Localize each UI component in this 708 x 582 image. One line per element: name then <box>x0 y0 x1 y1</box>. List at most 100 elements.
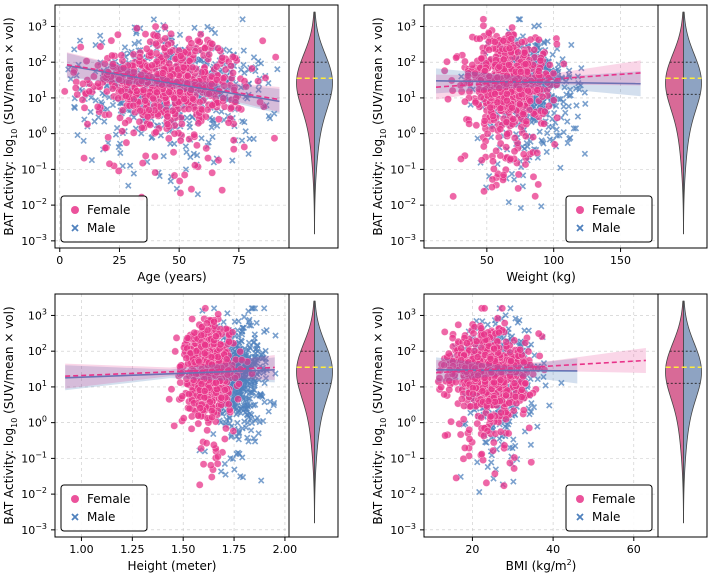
female-point <box>443 57 451 66</box>
female-point <box>445 349 453 358</box>
male-point <box>511 176 518 183</box>
female-point <box>531 192 540 201</box>
violin-female-half <box>665 11 684 235</box>
female-point <box>117 87 126 95</box>
male-point <box>242 396 250 403</box>
female-point <box>183 72 192 80</box>
female-point <box>170 171 179 180</box>
female-point <box>515 100 524 109</box>
male-point <box>564 118 571 125</box>
y-tick-label: 102 <box>28 343 47 358</box>
male-fit-line <box>436 80 641 85</box>
female-fit-line <box>66 63 280 101</box>
female-point <box>152 49 161 58</box>
male-point <box>474 135 481 142</box>
female-point <box>188 63 197 72</box>
male-point <box>213 122 221 129</box>
male-point <box>74 131 81 139</box>
female-point <box>229 136 238 145</box>
female-point <box>210 317 218 326</box>
male-point <box>549 123 556 131</box>
female-point <box>105 110 113 119</box>
female-point <box>545 61 554 69</box>
male-point <box>240 61 247 69</box>
male-point <box>257 60 265 67</box>
female-point <box>161 23 169 31</box>
male-point <box>458 73 465 80</box>
female-point <box>514 184 523 193</box>
male-point <box>247 427 255 434</box>
female-point <box>468 61 477 69</box>
male-point <box>253 319 260 327</box>
female-point <box>117 51 126 60</box>
female-point <box>510 379 519 388</box>
male-point <box>121 44 129 51</box>
male-point <box>117 149 124 157</box>
female-point <box>108 51 116 60</box>
female-point <box>493 314 502 323</box>
female-point <box>151 152 159 161</box>
female-point <box>490 165 498 173</box>
female-point <box>469 390 477 398</box>
female-point <box>441 431 449 440</box>
female-point <box>220 81 228 90</box>
male-point <box>119 162 126 170</box>
female-point <box>492 146 501 155</box>
female-point <box>119 64 128 72</box>
female-point <box>172 334 181 342</box>
male-point <box>239 474 247 481</box>
male-point <box>194 191 202 198</box>
female-point <box>208 101 217 110</box>
male-point <box>258 477 265 484</box>
male-point <box>229 157 236 164</box>
male-point <box>505 199 512 206</box>
female-point <box>510 147 519 156</box>
female-point <box>96 42 105 51</box>
scatter-points <box>165 304 279 489</box>
male-point <box>534 423 541 430</box>
female-point <box>207 353 216 361</box>
female-point <box>194 411 203 420</box>
female-point <box>517 385 526 394</box>
female-point <box>440 328 449 336</box>
male-point <box>186 124 194 131</box>
female-point <box>227 103 236 112</box>
female-point <box>550 140 559 149</box>
x-tick-label: 50 <box>480 254 494 267</box>
female-point <box>559 60 568 68</box>
female-point <box>488 175 497 184</box>
male-point <box>233 411 240 418</box>
female-point <box>508 23 516 32</box>
female-point <box>496 139 505 148</box>
x-tick-label: 150 <box>610 254 631 267</box>
female-point <box>515 84 524 93</box>
female-point <box>169 148 178 157</box>
male-point <box>261 379 268 387</box>
female-point <box>491 89 499 98</box>
female-point <box>208 168 216 177</box>
female-point <box>525 105 534 114</box>
female-point <box>271 53 280 61</box>
male-point <box>245 438 252 445</box>
female-point <box>505 399 514 407</box>
y-tick-label: 10−3 <box>390 233 416 248</box>
female-point <box>121 92 130 100</box>
female-point <box>483 129 492 138</box>
female-point <box>534 329 543 338</box>
male-point <box>542 382 549 389</box>
female-point <box>538 92 547 101</box>
female-point <box>129 101 138 110</box>
female-point <box>187 185 196 194</box>
female-point <box>183 334 192 342</box>
female-point <box>151 168 160 177</box>
male-point <box>255 430 262 437</box>
scatter-points <box>440 15 589 212</box>
female-point <box>488 183 496 191</box>
female-point <box>141 96 150 105</box>
male-point <box>251 380 258 387</box>
female-point <box>176 136 185 145</box>
female-confidence-band <box>436 60 641 100</box>
female-point <box>521 379 530 388</box>
female-point <box>456 430 465 439</box>
